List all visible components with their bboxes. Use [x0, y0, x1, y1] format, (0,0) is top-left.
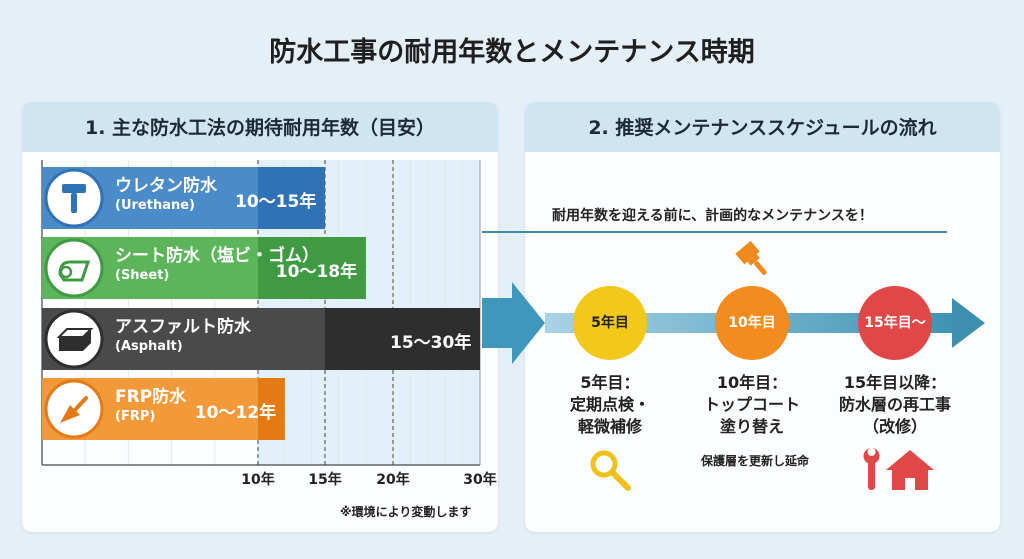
- schedule-panel-heading: 2. 推奨メンテナンススケジュールの流れ: [525, 102, 1000, 152]
- category-english: (Asphalt): [115, 339, 183, 354]
- milestone-line: （改修）: [862, 417, 927, 436]
- milestone-badge: 5年目: [573, 286, 647, 360]
- bar-category-label: FRP防水 (FRP): [115, 387, 186, 427]
- durability-panel: 1. 主な防水工法の期待耐用年数（目安）: [22, 102, 498, 532]
- milestone-description: 10年目： トップコート 塗り替え: [677, 372, 827, 438]
- milestone-line: 塗り替え: [719, 417, 784, 436]
- milestone-note: 保護層を更新し延命: [700, 454, 809, 468]
- milestone-line: 軽微補修: [577, 417, 642, 436]
- bar-category-label: シート防水（塩ビ・ゴム） (Sheet): [115, 246, 319, 286]
- milestone-line: トップコート: [703, 395, 800, 414]
- bar-range-label: 10〜15年: [235, 192, 317, 212]
- page-title: 防水工事の耐用年数とメンテナンス時期: [269, 37, 755, 68]
- category-english: (FRP): [115, 409, 156, 424]
- x-tick-label: 20年: [376, 472, 410, 488]
- category-name: FRP防水: [115, 387, 187, 407]
- milestone-badge: 10年目: [715, 286, 789, 360]
- milestone-badge: 15年目〜: [858, 286, 932, 360]
- bar-category-label: アスファルト防水 (Asphalt): [115, 317, 251, 357]
- bar-range-label: 15〜30年: [390, 333, 472, 353]
- category-name: シート防水（塩ビ・ゴム）: [115, 246, 319, 266]
- x-tick-label: 30年: [463, 472, 497, 488]
- milestone-line: 15年目以降：: [843, 373, 947, 392]
- category-english: (Sheet): [115, 268, 170, 283]
- milestone-line: 5年目：: [580, 373, 640, 392]
- milestone-description: 15年目以降： 防水層の再工事 （改修）: [820, 372, 970, 438]
- bar-range-label: 10〜12年: [194, 403, 277, 423]
- category-english: (Urethane): [115, 198, 195, 213]
- category-name: アスファルト防水: [115, 317, 251, 337]
- x-tick-label: 15年: [308, 472, 342, 488]
- category-name: ウレタン防水: [115, 176, 217, 196]
- x-tick-label: 10年: [241, 472, 275, 488]
- milestone-line: 定期点検・: [569, 395, 650, 414]
- bar-category-label: ウレタン防水 (Urethane): [115, 176, 217, 216]
- bar-range-label: 10〜18年: [275, 262, 358, 282]
- milestone-line: 防水層の再工事: [838, 395, 951, 414]
- milestone-description: 5年目： 定期点検・軽微補修: [535, 372, 685, 438]
- chart-footnote: ※環境により変動します: [340, 505, 472, 519]
- durability-panel-heading: 1. 主な防水工法の期待耐用年数（目安）: [22, 102, 498, 152]
- milestone-line: 10年目：: [716, 373, 788, 392]
- schedule-subtitle: 耐用年数を迎える前に、計画的なメンテナンスを！: [552, 208, 873, 224]
